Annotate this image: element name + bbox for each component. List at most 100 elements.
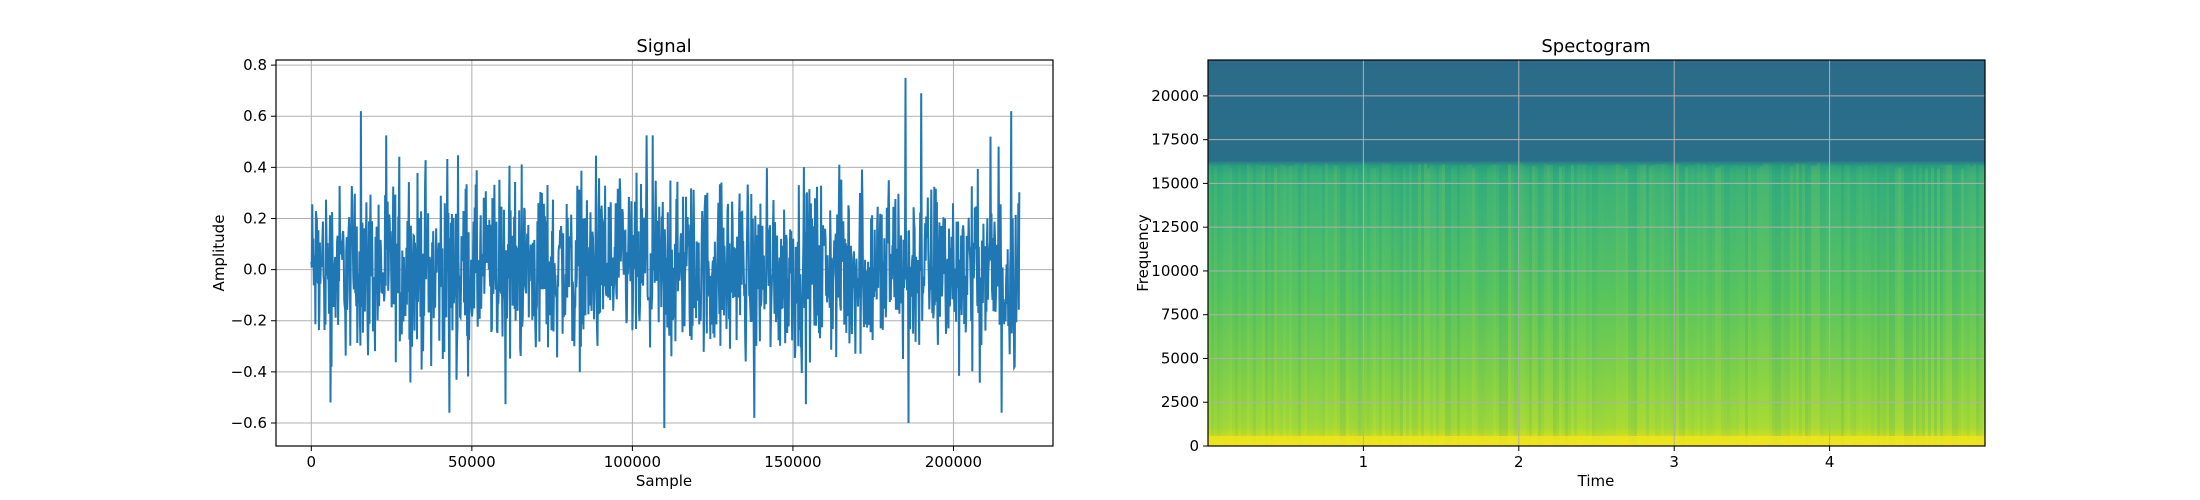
spectrogram-texture-stripe — [1856, 166, 1859, 446]
signal-ytick-label: −0.6 — [231, 414, 267, 432]
spectrogram-texture-stripe — [1322, 165, 1325, 447]
spectrogram-texture-stripe — [1568, 164, 1571, 446]
spectrogram-texture-stripe — [1610, 165, 1613, 447]
spectrogram-xlabel: Time — [1577, 472, 1615, 490]
spectrogram-texture-stripe — [1334, 165, 1337, 447]
spectrogram-texture-stripe — [1943, 164, 1946, 447]
spectrogram-texture-stripe — [1916, 165, 1919, 446]
spectrogram-texture-stripe — [1550, 164, 1553, 446]
spectrogram-texture-stripe — [1817, 162, 1820, 446]
spectrogram-texture-stripe — [1226, 163, 1229, 446]
spectrogram-texture-stripe — [1982, 166, 1985, 446]
spectrogram-texture-stripe — [1895, 168, 1898, 446]
spectrogram-texture-stripe — [1976, 166, 1979, 446]
spectrogram-texture-stripe — [1772, 164, 1775, 446]
spectrogram-texture-stripe — [1616, 163, 1619, 446]
spectrogram-texture-stripe — [1742, 165, 1745, 446]
spectrogram-texture-stripe — [1397, 168, 1400, 446]
spectrogram-texture-stripe — [1637, 164, 1640, 446]
spectrogram-texture-stripe — [1928, 166, 1931, 447]
signal-plot-frame — [275, 59, 1054, 447]
spectrogram-texture-stripe — [1715, 168, 1718, 447]
spectrogram-texture-stripe — [1247, 164, 1250, 446]
spectrogram-texture-stripe — [1562, 165, 1565, 447]
spectrogram-ytick-label: 0 — [1189, 437, 1199, 455]
spectrogram-texture-stripe — [1370, 167, 1373, 446]
spectrogram-texture-stripe — [1874, 166, 1877, 446]
spectrogram-texture-stripe — [1553, 163, 1556, 446]
spectrogram-texture-stripe — [1391, 163, 1394, 446]
spectrogram-texture-stripe — [1319, 168, 1322, 447]
spectrogram-texture-stripe — [1424, 163, 1427, 447]
spectrogram-texture-stripe — [1457, 166, 1460, 447]
signal-ytick-label: 0.4 — [243, 158, 267, 176]
spectrogram-texture-stripe — [1703, 164, 1706, 447]
spectrogram-texture-stripe — [1349, 167, 1352, 446]
spectrogram-texture-stripe — [1661, 163, 1664, 447]
spectrogram-texture-stripe — [1934, 166, 1937, 446]
spectrogram-texture-stripe — [1220, 168, 1223, 446]
spectrogram-texture-stripe — [1481, 166, 1484, 446]
spectrogram-texture-stripe — [1613, 165, 1616, 446]
spectrogram-texture-stripe — [1799, 167, 1802, 446]
spectrogram-texture-stripe — [1466, 164, 1469, 447]
spectrogram-texture-stripe — [1829, 163, 1832, 446]
spectrogram-texture-stripe — [1961, 168, 1964, 446]
spectrogram-texture-stripe — [1331, 168, 1334, 446]
spectrogram-texture-stripe — [1565, 164, 1568, 447]
spectrogram-texture-stripe — [1904, 168, 1907, 446]
spectrogram-texture-stripe — [1721, 165, 1724, 446]
spectrogram-title: Spectogram — [1541, 36, 1650, 57]
signal-axes: Signal 0 50000 100000 150000 200000 −0.6 −0.4 −… — [210, 36, 1054, 490]
spectrogram-texture-stripe — [1433, 168, 1436, 446]
spectrogram-texture-stripe — [1235, 167, 1238, 446]
spectrogram-texture-stripe — [1343, 163, 1346, 446]
spectrogram-texture-stripe — [1667, 165, 1670, 446]
signal-line — [310, 77, 1021, 429]
spectrogram-texture-stripe — [1769, 163, 1772, 446]
spectrogram-texture-stripe — [1805, 168, 1808, 446]
spectrogram-texture-stripe — [1244, 166, 1247, 446]
spectrogram-texture-stripe — [1652, 165, 1655, 446]
spectrogram-texture-stripe — [1229, 168, 1232, 446]
spectrogram-texture-stripe — [1502, 165, 1505, 446]
spectrogram-texture-stripe — [1757, 168, 1760, 446]
spectrogram-texture-stripe — [1682, 163, 1685, 446]
spectrogram-texture-stripe — [1307, 167, 1310, 447]
spectrogram-texture-stripe — [1940, 167, 1943, 446]
spectrogram-texture-stripe — [1514, 167, 1517, 446]
spectrogram-texture-stripe — [1511, 163, 1514, 446]
spectrogram-texture-stripe — [1931, 167, 1934, 446]
spectrogram-texture-stripe — [1676, 163, 1679, 446]
spectrogram-texture-stripe — [1814, 165, 1817, 446]
spectrogram-texture-stripe — [1910, 164, 1913, 447]
signal-xtick-label: 0 — [307, 453, 317, 471]
signal-ytick-label: 0.8 — [243, 56, 267, 74]
spectrogram-texture-stripe — [1253, 165, 1256, 446]
spectrogram-texture-stripe — [1634, 166, 1637, 446]
spectrogram-ytick-label: 15000 — [1151, 174, 1199, 192]
spectrogram-texture-stripe — [1532, 166, 1535, 446]
spectrogram-texture-stripe — [1835, 168, 1838, 446]
spectrogram-texture-stripe — [1748, 167, 1751, 446]
spectrogram-texture-stripe — [1628, 168, 1631, 446]
spectrogram-texture-stripe — [1415, 168, 1418, 447]
spectrogram-texture-stripe — [1484, 163, 1487, 446]
spectrogram-texture-stripe — [1358, 167, 1361, 446]
spectrogram-texture-stripe — [1826, 168, 1829, 447]
spectrogram-texture-stripe — [1499, 167, 1502, 446]
signal-xlabel: Sample — [636, 472, 692, 490]
spectrogram-texture-stripe — [1400, 167, 1403, 447]
spectrogram-texture-stripe — [1823, 168, 1826, 446]
spectrogram-texture-stripe — [1754, 165, 1757, 446]
spectrogram-grid — [1208, 60, 1985, 447]
spectrogram-texture-stripe — [1607, 168, 1610, 447]
spectrogram-texture-stripe — [1445, 168, 1448, 446]
spectrogram-texture-stripe — [1592, 166, 1595, 447]
spectrogram-texture-stripe — [1469, 164, 1472, 446]
spectrogram-texture-stripe — [1718, 167, 1721, 446]
spectrogram-texture-stripe — [1418, 164, 1421, 446]
spectrogram-texture-stripe — [1925, 168, 1928, 446]
spectrogram-texture-stripe — [1364, 163, 1367, 446]
spectrogram-texture-stripe — [1604, 168, 1607, 446]
